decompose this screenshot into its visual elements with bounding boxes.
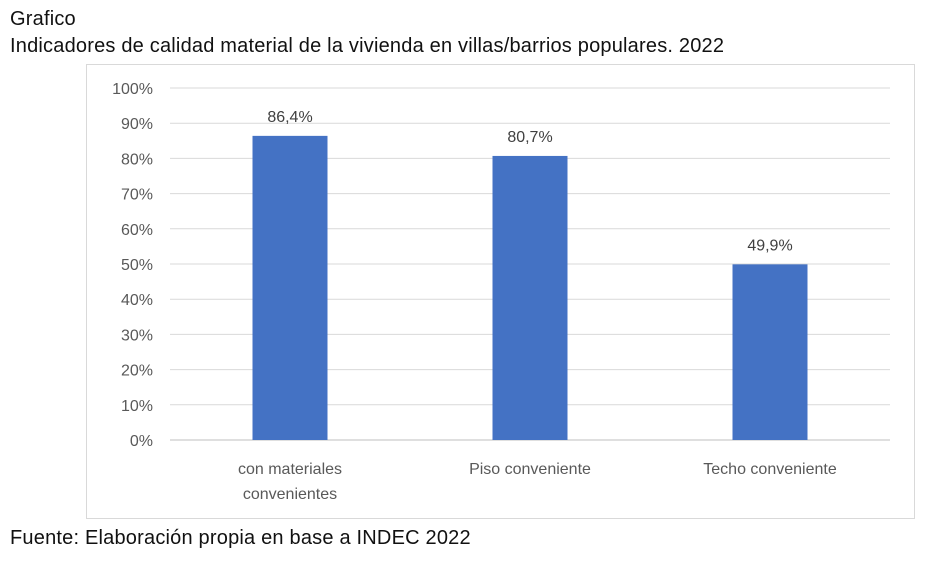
y-tick-label: 60%: [121, 222, 153, 239]
figure-label: Grafico: [10, 8, 76, 30]
y-tick-label: 80%: [121, 151, 153, 168]
y-tick-label: 10%: [121, 398, 153, 415]
bar-chart: 0% 10% 20% 30% 40% 50% 60% 70% 80% 90% 100% 86,4% co…: [112, 81, 890, 503]
y-tick-label: 50%: [121, 257, 153, 274]
x-category-label: Techo conveniente: [703, 461, 837, 478]
y-tick-label: 70%: [121, 187, 153, 204]
y-tick-label: 20%: [121, 363, 153, 380]
data-label: 80,7%: [507, 129, 552, 146]
x-category-label: con materiales convenientes: [238, 461, 342, 503]
y-tick-label: 100%: [112, 81, 153, 98]
y-tick-label: 0%: [130, 433, 153, 450]
y-tick-label: 90%: [121, 116, 153, 133]
bar: [252, 135, 328, 440]
figure-source: Fuente: Elaboración propia en base a IND…: [10, 527, 471, 549]
bar: [492, 155, 568, 440]
bar: [732, 264, 808, 440]
y-tick-label: 40%: [121, 292, 153, 309]
chart-area: 0% 10% 20% 30% 40% 50% 60% 70% 80% 90% 100% 86,4% co…: [86, 64, 915, 519]
data-label: 86,4%: [267, 109, 312, 126]
data-label: 49,9%: [747, 237, 792, 254]
figure-title: Indicadores de calidad material de la vi…: [10, 35, 725, 57]
x-category-label: Piso conveniente: [469, 461, 591, 478]
y-tick-label: 30%: [121, 327, 153, 344]
